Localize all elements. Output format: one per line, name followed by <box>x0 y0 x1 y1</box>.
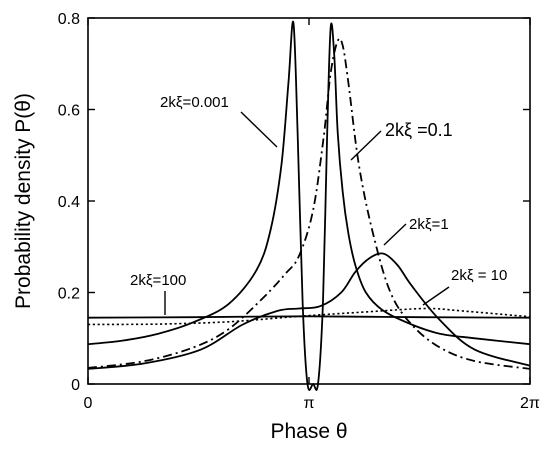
x-tick-label: π <box>303 395 314 412</box>
y-tick-label: 0.6 <box>58 103 80 120</box>
y-tick-label: 0.4 <box>58 194 80 211</box>
plot-border <box>87 17 531 385</box>
y-tick-label: 0 <box>71 377 80 394</box>
axis-ticks <box>87 17 531 385</box>
annotation-leader <box>240 111 278 148</box>
series-annotation: 2kξ=1 <box>409 216 449 233</box>
tick-labels: 0 π 2π 0 0.2 0.4 0.6 0.8 <box>58 11 540 412</box>
annotation-leader <box>422 286 450 306</box>
y-tick-label: 0.2 <box>58 286 80 303</box>
series-annotation: 2kξ=100 <box>130 272 186 289</box>
series-annotation: 2kξ=0.001 <box>160 94 229 111</box>
series-line-4 <box>87 307 531 326</box>
annotation-layer: 2kξ=0.001 2kξ =0.1 2kξ=1 2kξ = 10 2kξ=100 <box>130 94 507 315</box>
series-layer <box>87 20 531 391</box>
annotation-leader <box>383 223 407 246</box>
series-line-5 <box>87 315 531 319</box>
plot-frame <box>87 17 531 385</box>
annotation-leader <box>350 130 382 161</box>
x-tick-label: 2π <box>520 395 540 412</box>
y-tick-label: 0.8 <box>58 11 80 28</box>
x-tick-label: 0 <box>84 395 93 412</box>
series-line-1 <box>87 20 531 391</box>
series-line-2 <box>87 37 531 370</box>
x-axis-title: Phase θ <box>270 420 347 443</box>
series-annotation: 2kξ =0.1 <box>385 120 453 140</box>
series-annotation: 2kξ = 10 <box>451 267 507 284</box>
series-line-3 <box>87 252 531 370</box>
y-axis-title: Probability density P(θ) <box>12 93 35 309</box>
